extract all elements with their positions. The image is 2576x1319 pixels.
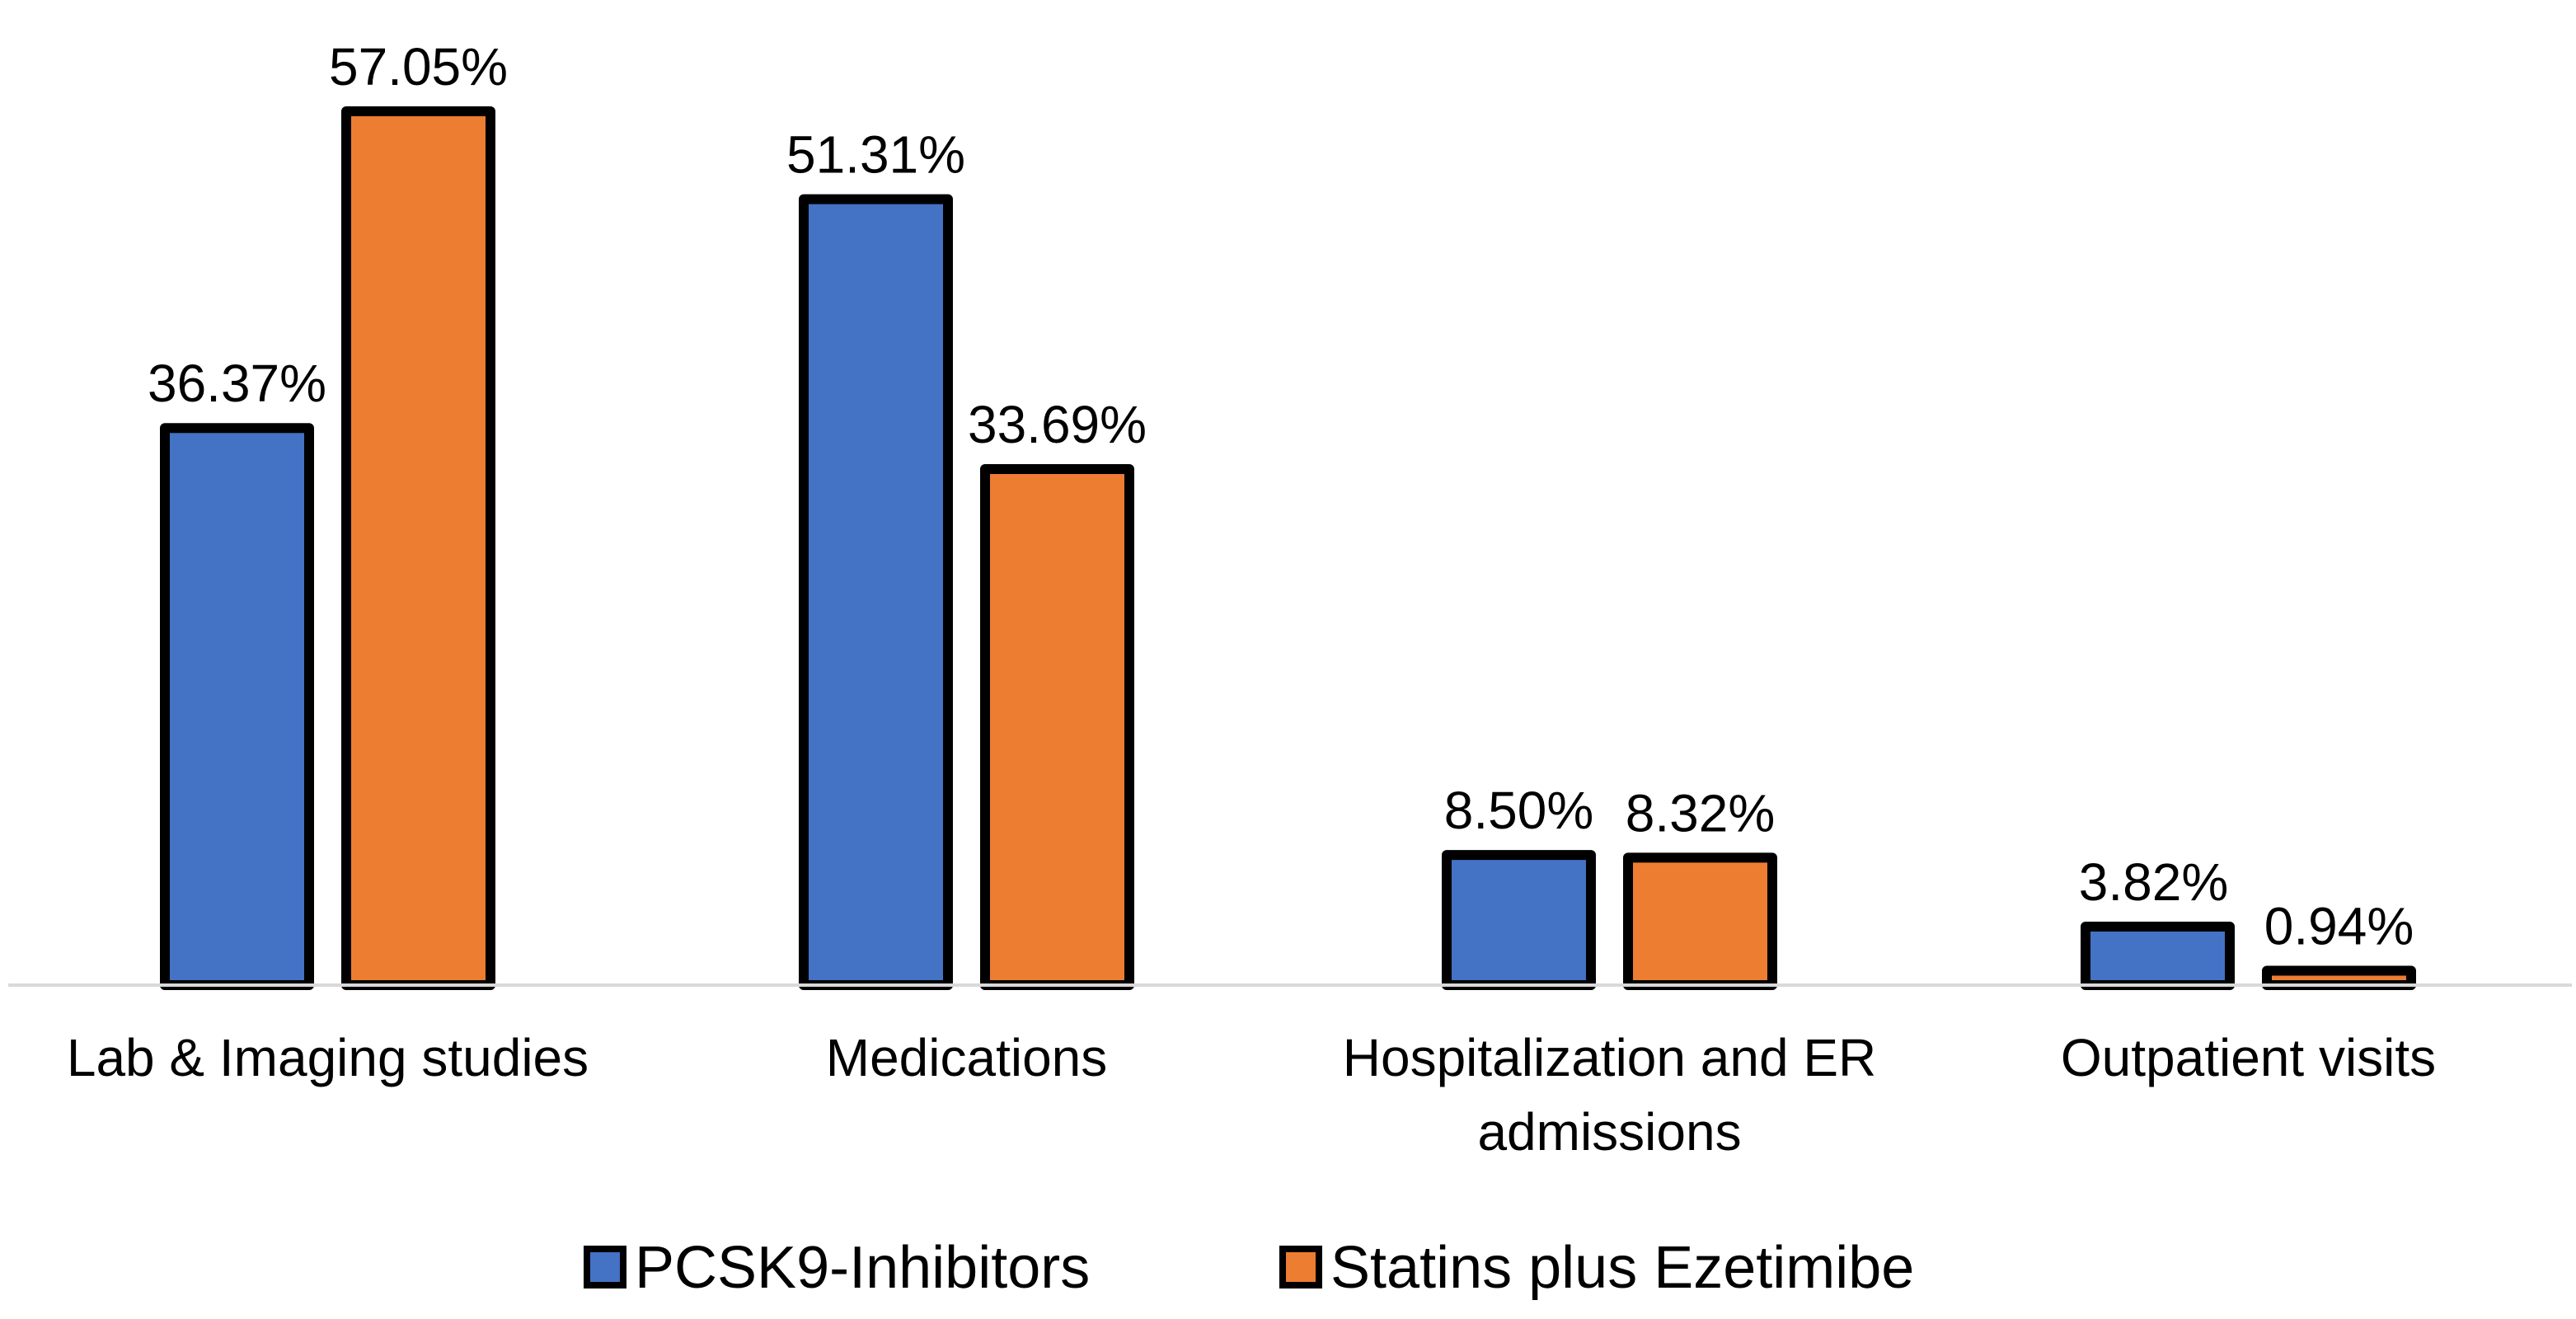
data-label-statins-1: 33.69% xyxy=(968,395,1147,454)
bar-pcsk9-0 xyxy=(160,423,314,990)
bar-labels-group: 36.37% 57.05% 51.31% 33.69% 8.50% 8.32% 3.82% 0… xyxy=(148,37,2414,956)
data-label-pcsk9-0: 36.37% xyxy=(148,354,326,413)
data-label-pcsk9-3: 3.82% xyxy=(2079,852,2228,912)
category-label-0: Lab & Imaging studies xyxy=(67,1028,589,1087)
legend-label-statins: Statins plus Ezetimibe xyxy=(1330,1235,1914,1301)
bar-pcsk9-2 xyxy=(1442,850,1596,990)
data-label-pcsk9-1: 51.31% xyxy=(786,125,965,185)
bars-group xyxy=(160,106,2416,991)
category-label-2-line-0: Hospitalization and ER xyxy=(1343,1028,1876,1087)
bar-statins-0 xyxy=(341,106,495,990)
category-labels-group: Lab & Imaging studies Medications Hospital… xyxy=(67,1028,2436,1162)
bar-pcsk9-1 xyxy=(799,194,953,990)
category-label-1: Medications xyxy=(826,1028,1108,1087)
category-label-2-line-1: admissions xyxy=(1477,1102,1741,1162)
legend-swatch-statins xyxy=(1279,1246,1322,1288)
bar-statins-1 xyxy=(980,464,1134,990)
data-label-statins-3: 0.94% xyxy=(2264,897,2414,956)
legend: PCSK9-Inhibitors Statins plus Ezetimibe xyxy=(584,1235,1914,1301)
data-label-statins-0: 57.05% xyxy=(329,37,508,96)
data-label-statins-2: 8.32% xyxy=(1626,783,1775,843)
bar-statins-3 xyxy=(2262,965,2416,991)
data-label-pcsk9-2: 8.50% xyxy=(1444,781,1593,840)
bar-statins-2 xyxy=(1623,852,1777,991)
legend-swatch-pcsk9 xyxy=(584,1246,626,1288)
category-label-3: Outpatient visits xyxy=(2061,1028,2436,1087)
legend-label-pcsk9: PCSK9-Inhibitors xyxy=(635,1235,1090,1301)
bar-pcsk9-3 xyxy=(2081,922,2235,991)
